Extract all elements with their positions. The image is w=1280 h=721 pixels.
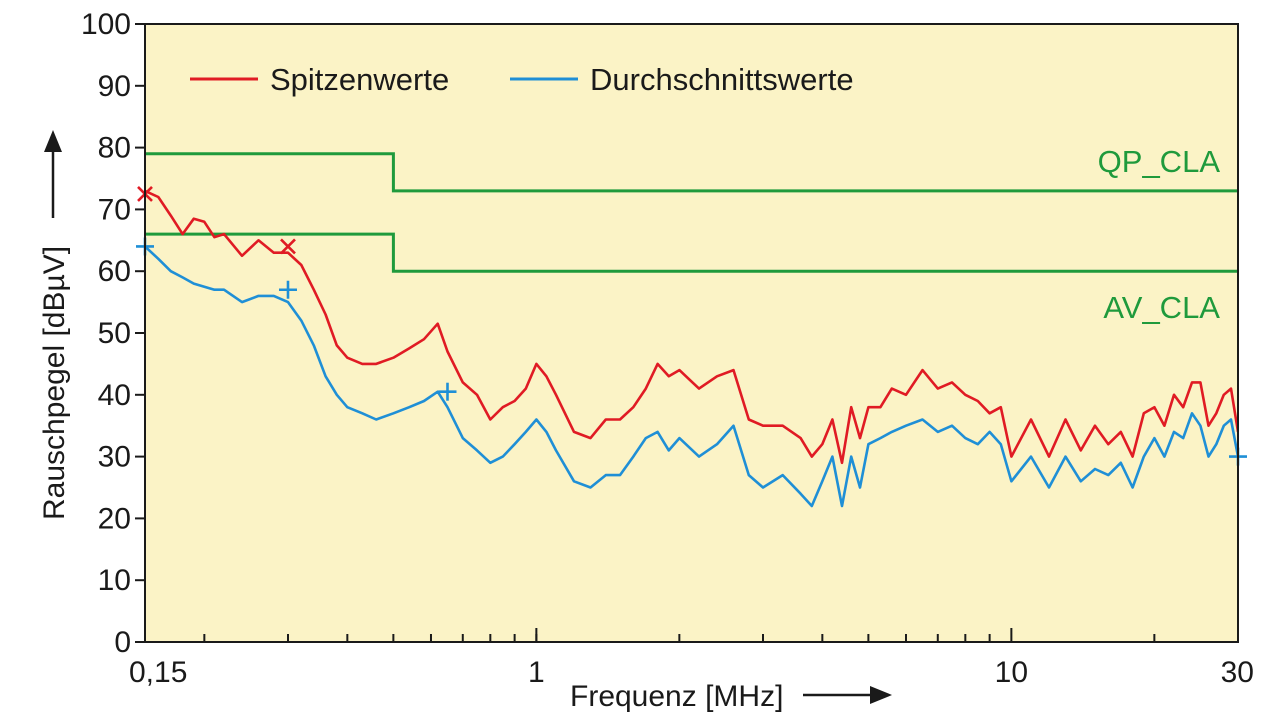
- legend-label-spitzenwerte: Spitzenwerte: [270, 62, 449, 97]
- plot-area: [145, 24, 1238, 642]
- y-tick-label: 10: [98, 564, 131, 597]
- series-line-spitzenwerte: [145, 189, 1238, 465]
- y-tick-label: 100: [81, 8, 131, 41]
- legend-label-durchschnittswerte: Durchschnittswerte: [590, 62, 854, 97]
- y-tick-label: 80: [98, 132, 131, 165]
- y-tick-label: 20: [98, 502, 131, 535]
- x-tick-label: 10: [995, 656, 1028, 689]
- y-tick-label: 30: [98, 441, 131, 474]
- limit-label-av-cla: AV_CLA: [1103, 290, 1220, 325]
- y-tick-label: 50: [98, 317, 131, 350]
- x-axis-arrow: [803, 686, 892, 704]
- limit-line-qp-cla: [145, 152, 1238, 193]
- limit-line-av-cla: [145, 232, 1238, 273]
- peak-marker-plus-2: [438, 382, 457, 401]
- legend: Spitzenwerte Durchschnittswerte: [190, 62, 854, 97]
- y-tick-label: 40: [98, 379, 131, 412]
- x-tick-label: 0,15: [129, 656, 187, 689]
- y-tick-label: 90: [98, 70, 131, 103]
- x-tick-label: 30: [1221, 656, 1254, 689]
- series-line-durchschnittswerte: [145, 245, 1238, 508]
- y-axis-label: Rauschpegel [dBµV]: [38, 246, 71, 520]
- y-tick-label: 0: [114, 626, 131, 659]
- limit-label-qp-cla: QP_CLA: [1098, 144, 1221, 179]
- y-tick-label: 70: [98, 193, 131, 226]
- x-tick-label: 1: [528, 656, 545, 689]
- x-axis-label: Frequenz [MHz]: [570, 680, 783, 713]
- y-axis-arrow: [44, 130, 62, 218]
- y-tick-label: 60: [98, 255, 131, 288]
- peak-marker-cross-1: [280, 238, 296, 255]
- peak-marker-plus-1: [278, 280, 297, 299]
